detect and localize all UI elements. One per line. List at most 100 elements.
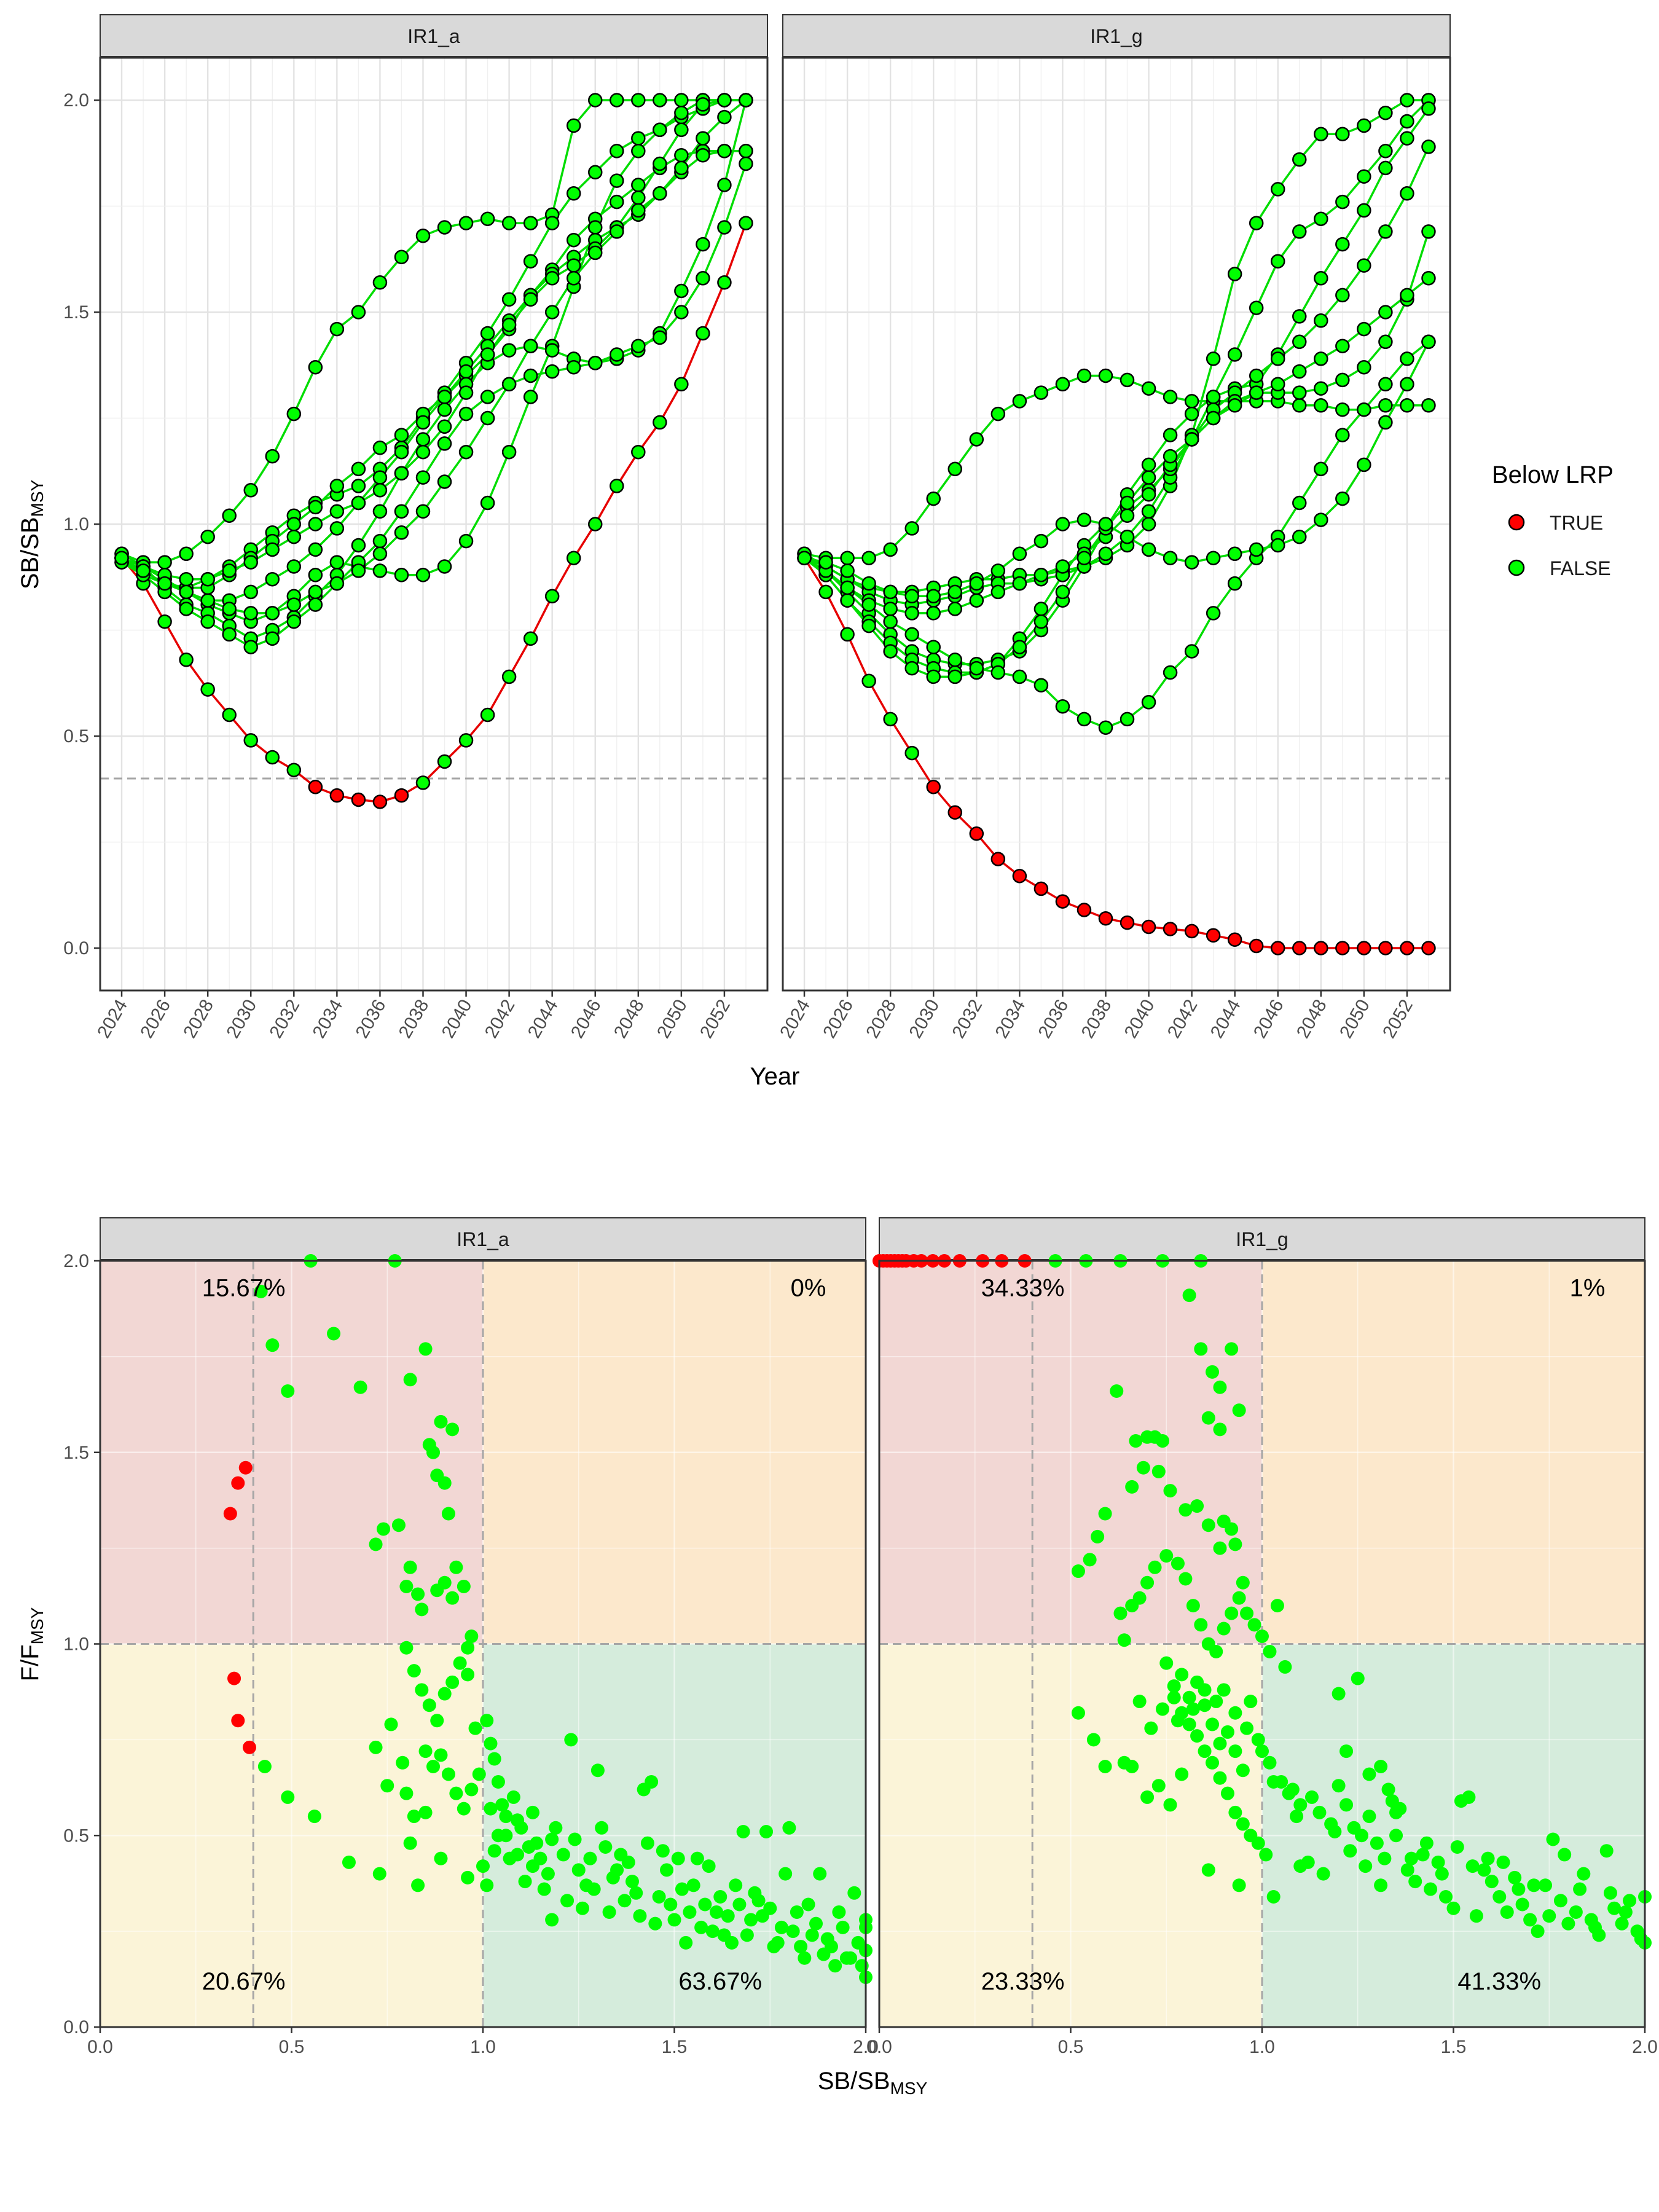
x-tick-label: 2032 [948, 996, 986, 1041]
point-above-lrp [286, 597, 302, 612]
point-above-lrp [1328, 1825, 1342, 1839]
point-above-lrp [458, 216, 474, 230]
point-above-lrp [568, 1832, 582, 1846]
point-above-lrp [824, 1940, 838, 1954]
point-above-lrp [1421, 334, 1436, 350]
point-above-lrp [926, 640, 941, 654]
point-above-lrp [1213, 1380, 1227, 1394]
point-above-lrp [739, 156, 753, 171]
y-axis-title-f: F/FMSY [17, 1607, 47, 1681]
point-above-lrp [1421, 224, 1436, 239]
point-above-lrp [458, 444, 474, 460]
point-above-lrp [1033, 614, 1049, 629]
point-above-lrp [1450, 1840, 1464, 1854]
point-below-lrp [238, 1461, 253, 1475]
point-above-lrp [437, 474, 452, 489]
point-above-lrp [571, 1863, 586, 1877]
point-above-lrp [587, 356, 603, 371]
point-above-lrp [1129, 1434, 1143, 1448]
point-above-lrp [391, 1518, 406, 1532]
point-above-lrp [243, 483, 258, 498]
legend: Below LRP TRUE FALSE [1492, 461, 1614, 579]
x-tick-label: 2046 [1250, 996, 1288, 1041]
point-above-lrp [523, 390, 538, 404]
point-above-lrp [969, 432, 984, 447]
point-above-lrp [518, 1875, 532, 1889]
point-above-lrp [136, 563, 151, 578]
point-above-lrp [503, 1851, 517, 1865]
point-above-lrp [418, 1805, 433, 1819]
point-above-lrp [1141, 470, 1156, 485]
point-above-lrp [828, 1959, 842, 1973]
point-above-lrp [369, 1740, 383, 1754]
point-above-lrp [265, 571, 280, 587]
point-above-lrp [441, 1507, 455, 1521]
point-above-lrp [491, 1775, 505, 1789]
point-above-lrp [1151, 1464, 1166, 1478]
point-above-lrp [1251, 1836, 1265, 1850]
point-above-lrp [1292, 398, 1307, 413]
point-above-lrp [1527, 1878, 1541, 1892]
point-above-lrp [1249, 300, 1264, 315]
point-above-lrp [1335, 491, 1350, 506]
point-above-lrp [399, 1641, 414, 1655]
point-above-lrp [394, 249, 409, 265]
point-above-lrp [222, 707, 237, 723]
x-tick-label: 2034 [308, 996, 347, 1041]
point-above-lrp [1421, 139, 1436, 154]
point-above-lrp [1357, 203, 1371, 218]
x-tick-label: 2032 [265, 996, 304, 1041]
point-above-lrp [1477, 1863, 1491, 1877]
point-above-lrp [631, 444, 646, 460]
point-above-lrp [1400, 93, 1414, 108]
point-above-lrp [1125, 1480, 1139, 1494]
point-above-lrp [1144, 1721, 1158, 1735]
quadrant-percentages: 15.67% 0% 20.67% 63.67% [202, 1275, 826, 1996]
point-above-lrp [1201, 1863, 1215, 1877]
percentage-upper-right: 1% [1570, 1275, 1606, 1302]
point-above-lrp [1357, 118, 1371, 133]
reference-lines [100, 1261, 866, 2027]
point-above-lrp [1209, 1695, 1223, 1709]
point-above-lrp [840, 593, 855, 608]
point-above-lrp [610, 194, 624, 210]
point-above-lrp [566, 359, 581, 375]
svg-text:SB/SBMSY: SB/SBMSY [17, 479, 47, 589]
point-above-lrp [549, 1821, 563, 1835]
point-above-lrp [1304, 1790, 1319, 1804]
point-above-lrp [265, 606, 280, 621]
kobe-panel-ir1-a: IR1_a 15.67% 0% 20.67% 63.67% 0.0 0.5 1.0 1.5 2… [63, 1217, 879, 2057]
point-above-lrp [1270, 351, 1285, 366]
point-above-lrp [556, 1848, 570, 1862]
point-below-lrp [1400, 941, 1414, 955]
point-above-lrp [610, 173, 624, 188]
point-above-lrp [629, 1886, 643, 1900]
x-tick-label: 2030 [905, 996, 943, 1041]
x-axis-ticks: 2024 2026 2028 2030 2032 2034 2036 2038 2040 2042… [93, 990, 734, 1041]
point-above-lrp [487, 1844, 501, 1858]
point-above-lrp [674, 93, 689, 108]
point-above-lrp [1357, 359, 1371, 375]
x-axis-title-sb: SB/SBMSY [818, 2068, 928, 2098]
panel-ir1-g: IR1_g 2024 2026 2028 2030 2032 2034 2036 2038 20… [776, 14, 1451, 1041]
point-above-lrp [1055, 584, 1070, 600]
point-above-lrp [286, 614, 302, 629]
point-above-lrp [717, 220, 732, 235]
point-above-lrp [415, 470, 431, 485]
point-above-lrp [329, 504, 345, 519]
point-above-lrp [790, 1905, 804, 1919]
point-above-lrp [1184, 432, 1199, 447]
point-above-lrp [1140, 1790, 1155, 1804]
point-above-lrp [683, 1905, 697, 1919]
point-above-lrp [1125, 1760, 1139, 1774]
point-above-lrp [222, 508, 237, 523]
point-above-lrp [717, 93, 732, 108]
point-above-lrp [415, 1602, 429, 1617]
y-tick-label: 2.0 [63, 90, 89, 111]
point-above-lrp [602, 1905, 616, 1919]
point-above-lrp [544, 343, 560, 358]
point-above-lrp [1055, 559, 1070, 574]
point-above-lrp [713, 1890, 728, 1904]
point-above-lrp [157, 555, 172, 570]
point-above-lrp [372, 441, 388, 455]
